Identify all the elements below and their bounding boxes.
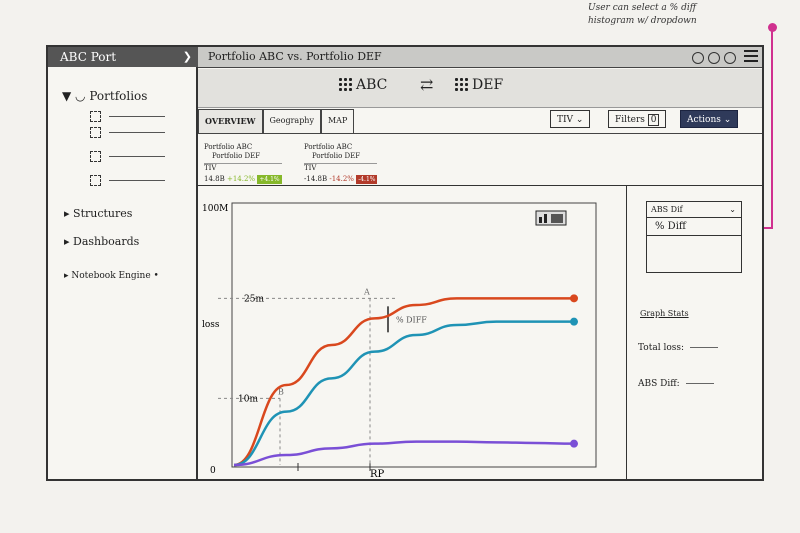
chart-toolbar-icon <box>535 210 567 226</box>
annotation-line-1: User can select a % diff <box>588 3 697 13</box>
sidebar-portfolios-header[interactable]: ▼ ◡ Portfolios <box>62 89 147 103</box>
sidebar-item-notebook-engine[interactable]: ▸ Notebook Engine • <box>64 271 159 281</box>
portfolio-left[interactable]: ABC <box>338 77 387 93</box>
status-badge: -4.1% <box>356 175 378 184</box>
portfolio-right[interactable]: DEF <box>454 77 503 93</box>
filters-count: 0 <box>647 114 660 126</box>
label-point-b: B <box>278 387 284 396</box>
chevron-down-icon: ⌄ <box>729 205 736 214</box>
chart-frame <box>231 202 597 468</box>
actions-button[interactable]: Actions ⌄ <box>680 110 739 128</box>
panel-divider <box>626 185 627 479</box>
series-line-1 <box>233 320 574 467</box>
x-axis-label: RP <box>370 469 385 480</box>
series-line-0 <box>233 297 574 467</box>
portfolio-item[interactable] <box>90 109 165 123</box>
series-end-point-2 <box>570 439 578 448</box>
grid-dots-icon <box>454 77 468 91</box>
grid-dots-icon <box>338 77 352 91</box>
portfolio-icon <box>90 126 101 138</box>
y-zero-label: 0 <box>210 466 216 476</box>
annotation-note: User can select a % diff histogram w/ dr… <box>588 2 778 28</box>
graph-stats-title: Graph Stats <box>640 309 689 318</box>
swap-icon[interactable]: ⇄ <box>420 75 434 94</box>
caret-down-icon: ▼ ◡ <box>62 89 90 103</box>
series-line-2 <box>233 440 575 467</box>
portfolio-icon <box>90 150 101 162</box>
series-end-point-0 <box>570 294 578 303</box>
y-axis-label: loss <box>202 320 220 330</box>
tab-overview[interactable]: OVERVIEW <box>198 109 263 133</box>
label-10m: 10m <box>238 394 258 404</box>
portfolio-compare-bar: ABC ⇄ DEF <box>198 69 762 108</box>
app-title: ABC Port <box>60 50 117 64</box>
tab-map[interactable]: MAP <box>320 109 355 133</box>
menu-icon[interactable] <box>744 50 758 62</box>
status-badge: +4.1% <box>257 175 282 184</box>
sidebar-item-dashboards[interactable]: ▸ Dashboards <box>64 235 140 248</box>
summary-card[interactable]: Portfolio ABC Portfolio DEF TIV 14.8B +1… <box>204 143 282 184</box>
portfolio-icon <box>90 110 101 122</box>
sidebar-item-structures[interactable]: ▸ Structures <box>64 207 133 220</box>
series-end-point-1 <box>570 317 578 326</box>
portfolios-label: Portfolios <box>89 89 148 103</box>
stat-abs-diff: ABS Diff: <box>638 379 714 389</box>
diff-dropdown-option[interactable]: % Diff <box>647 218 741 236</box>
user-icon[interactable] <box>724 52 736 64</box>
portfolio-item[interactable] <box>90 173 165 187</box>
label-point-a: A <box>363 287 370 296</box>
right-panel: ABS Dif ⌄ % Diff Graph Stats Total loss: … <box>628 187 762 479</box>
tab-divider <box>198 133 762 134</box>
ep-curve-chart: 100M 0 loss RP 25m 10m A B % DIFF <box>202 202 597 480</box>
diff-dropdown-selected[interactable]: ABS Dif ⌄ <box>647 202 741 218</box>
annotation-line-2: histogram w/ dropdown <box>588 16 697 26</box>
sidebar: ▼ ◡ Portfolios ▸ Structures ▸ Dashboards… <box>48 67 198 479</box>
stat-total-loss: Total loss: <box>638 343 719 353</box>
tab-bar: OVERVIEW Geography MAP <box>198 109 355 133</box>
app-window: ABC Port ❯ ▼ ◡ Portfolios ▸ Structures ▸… <box>46 45 764 481</box>
y-top-label: 100M <box>202 204 228 214</box>
portfolio-icon <box>90 174 101 186</box>
summary-card[interactable]: Portfolio ABC Portfolio DEF TIV -14.8B -… <box>304 143 378 184</box>
tab-geography[interactable]: Geography <box>262 109 321 133</box>
diff-dropdown[interactable]: ABS Dif ⌄ % Diff <box>646 201 742 273</box>
label-pct-diff: % DIFF <box>396 315 427 324</box>
chevron-down-icon: ❯ <box>182 50 192 63</box>
tiv-dropdown[interactable]: TIV ⌄ <box>550 110 591 128</box>
portfolio-item[interactable] <box>90 149 165 163</box>
annotation-marker-icon <box>768 23 777 32</box>
filters-button[interactable]: Filters 0 <box>608 110 667 128</box>
settings-icon[interactable] <box>708 52 720 64</box>
page-title: Portfolio ABC vs. Portfolio DEF <box>208 50 382 63</box>
content-divider <box>198 185 762 186</box>
top-header: Portfolio ABC vs. Portfolio DEF <box>198 47 762 68</box>
help-icon[interactable] <box>692 52 704 64</box>
app-switcher[interactable]: ABC Port ❯ <box>48 47 198 67</box>
label-25m: 25m <box>244 294 264 304</box>
portfolio-item[interactable] <box>90 125 165 139</box>
